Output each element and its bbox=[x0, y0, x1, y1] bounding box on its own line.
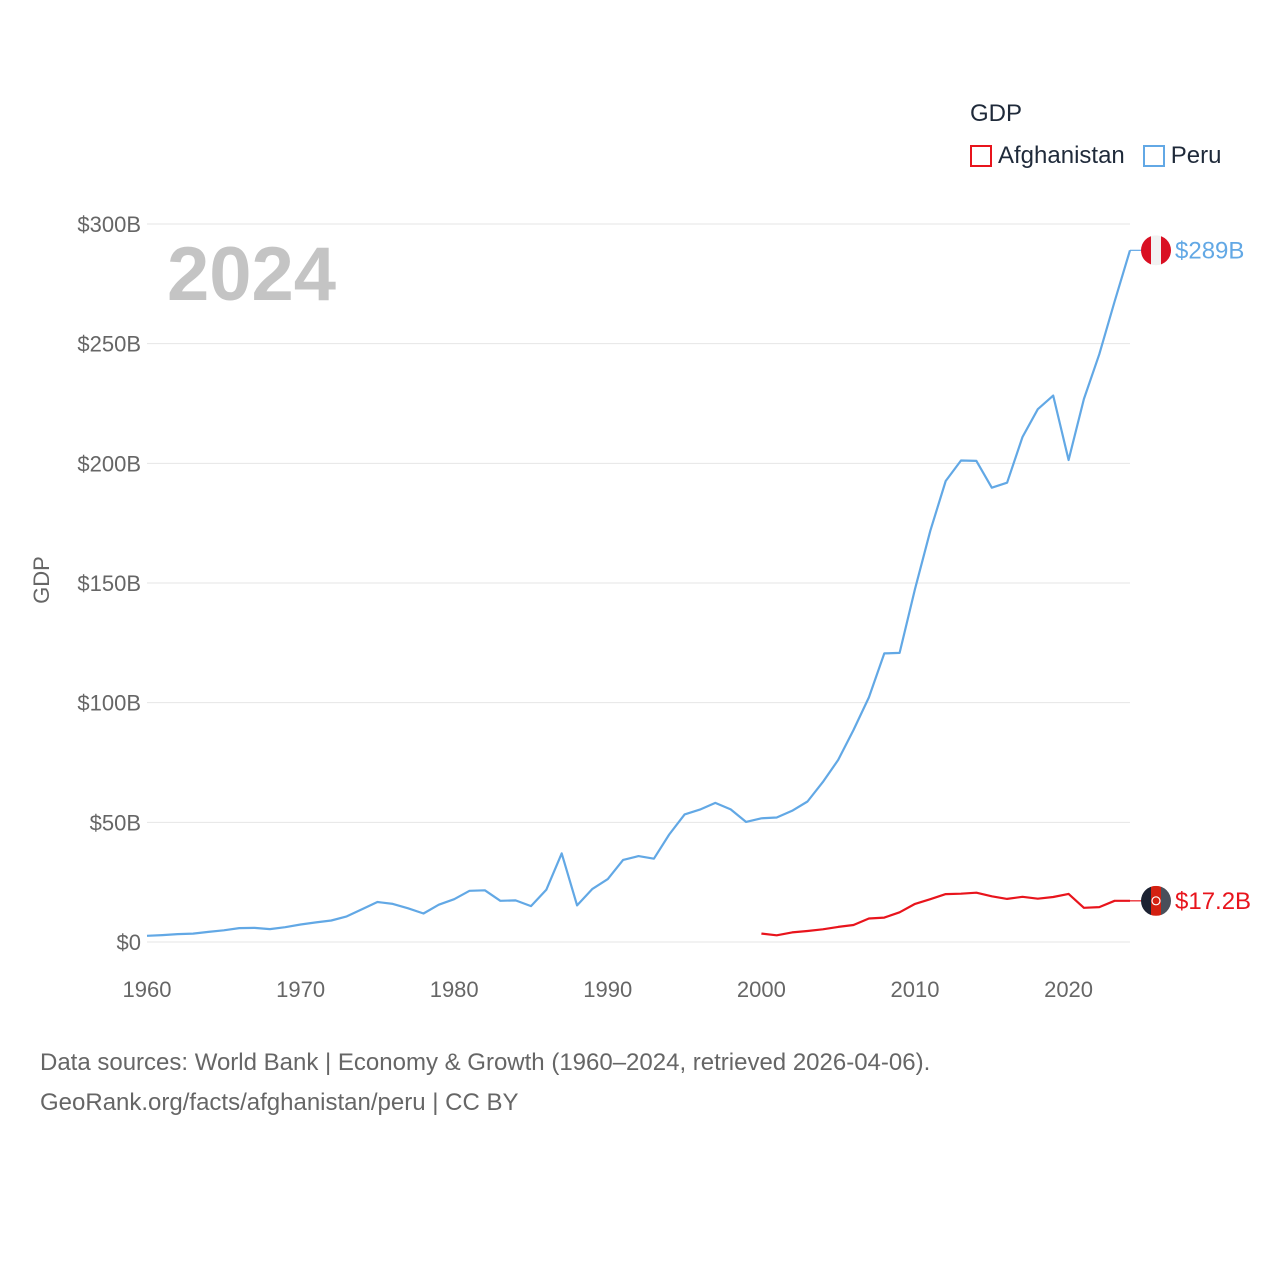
legend-label-peru: Peru bbox=[1170, 142, 1222, 169]
peru-flag-icon bbox=[1141, 235, 1171, 266]
x-tick-label: 2010 bbox=[890, 977, 939, 1002]
end-value-label-peru: $289B bbox=[1175, 237, 1244, 264]
series-lines bbox=[146, 249, 1132, 937]
legend-label-afghanistan: Afghanistan bbox=[998, 142, 1125, 169]
y-axis-ticks: $0 $50B $100B $150B $200B $250B $300B bbox=[77, 212, 141, 955]
data-source-note: Data sources: World Bank | Economy & Gro… bbox=[40, 1049, 931, 1076]
x-tick-label: 1970 bbox=[276, 977, 325, 1002]
y-tick-label: $200B bbox=[77, 451, 141, 476]
y-tick-label: $100B bbox=[77, 691, 141, 716]
legend: Afghanistan Peru bbox=[970, 142, 1239, 170]
series-line-peru bbox=[146, 249, 1132, 937]
x-tick-label: 1960 bbox=[123, 977, 172, 1002]
series-end-labels: $17.2B $289B bbox=[1130, 235, 1251, 916]
x-tick-label: 1980 bbox=[430, 977, 479, 1002]
x-axis-ticks: 1960 1970 1980 1990 2000 2010 2020 bbox=[123, 977, 1094, 1002]
y-tick-label: $0 bbox=[117, 930, 141, 955]
afghanistan-flag-icon bbox=[1141, 885, 1171, 916]
y-tick-label: $150B bbox=[77, 571, 141, 596]
x-tick-label: 1990 bbox=[583, 977, 632, 1002]
y-tick-label: $50B bbox=[90, 810, 141, 835]
y-axis-label: GDP bbox=[29, 556, 54, 604]
y-tick-label: $300B bbox=[77, 212, 141, 237]
year-watermark: 2024 bbox=[167, 232, 336, 317]
end-value-label-afghanistan: $17.2B bbox=[1175, 888, 1251, 915]
footer: Data sources: World Bank | Economy & Gro… bbox=[40, 1043, 930, 1123]
x-tick-label: 2000 bbox=[737, 977, 786, 1002]
source-link[interactable]: GeoRank.org/facts/afghanistan/peru | CC … bbox=[40, 1089, 519, 1116]
legend-item-peru[interactable]: Peru bbox=[1142, 142, 1222, 170]
legend-swatch-afghanistan bbox=[970, 145, 992, 167]
legend-swatch-peru bbox=[1142, 145, 1165, 167]
series-line-afghanistan bbox=[761, 891, 1130, 937]
legend-item-afghanistan[interactable]: Afghanistan bbox=[970, 142, 1125, 170]
x-tick-label: 2020 bbox=[1044, 977, 1093, 1002]
legend-title: GDP bbox=[970, 100, 1023, 127]
y-tick-label: $250B bbox=[77, 332, 141, 357]
grid-lines bbox=[147, 223, 1130, 943]
